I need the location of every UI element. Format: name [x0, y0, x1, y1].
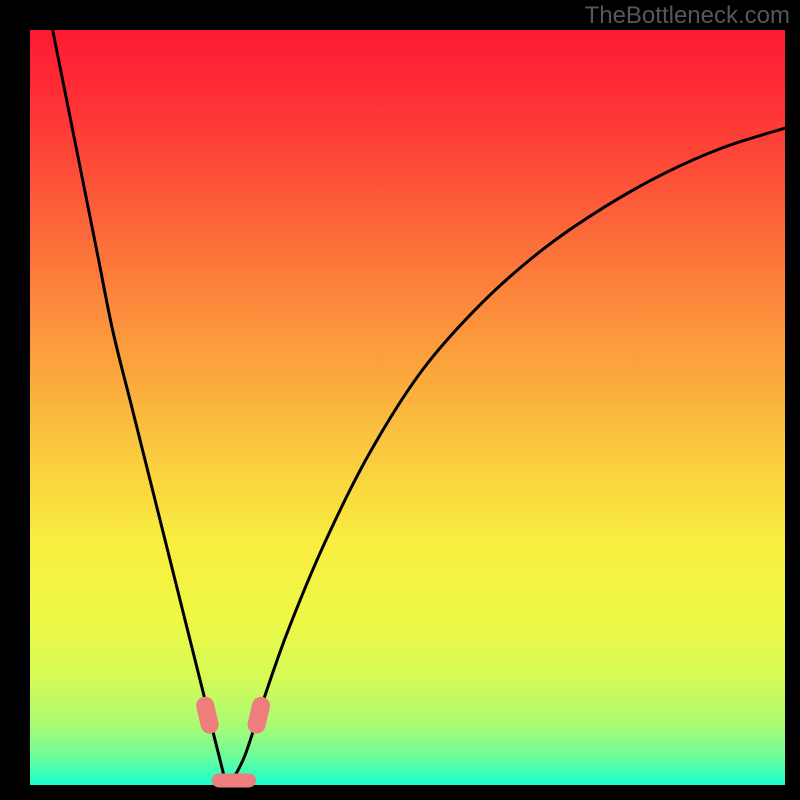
gradient-plot-area	[30, 30, 785, 785]
marker-capsule-0	[205, 706, 210, 725]
marker-capsule-1	[257, 706, 262, 725]
chart-container: TheBottleneck.com	[0, 0, 800, 800]
bottleneck-chart	[0, 0, 800, 800]
watermark-text: TheBottleneck.com	[585, 2, 790, 30]
